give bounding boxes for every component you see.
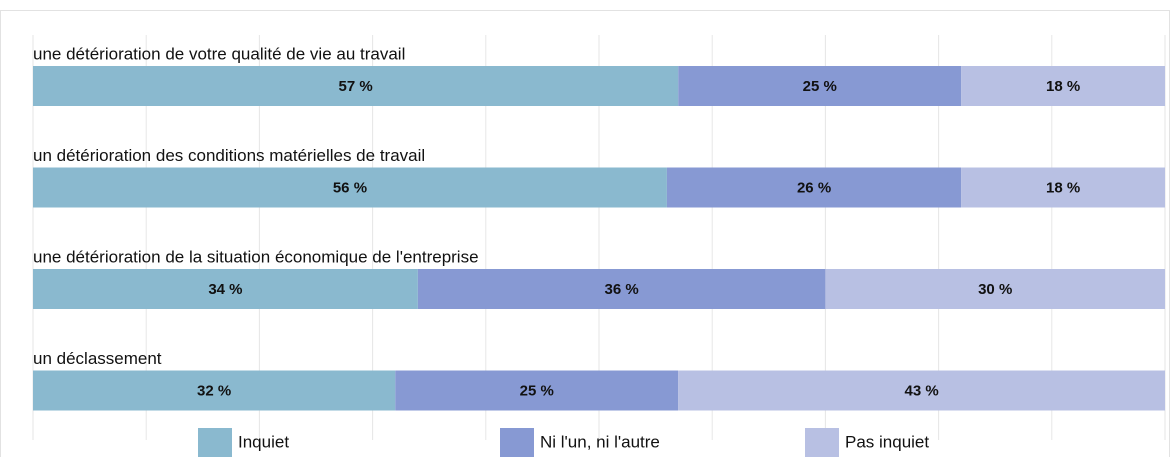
bar-segment: [666, 167, 962, 208]
bar-segment: [678, 66, 962, 106]
bar-segment: [33, 167, 667, 208]
legend-swatch: [198, 428, 232, 457]
legend-label: Pas inquiet: [845, 432, 929, 451]
value-label: 32 %: [197, 382, 231, 399]
category-label: un déclassement: [33, 349, 162, 368]
bar-segment: [417, 269, 826, 309]
category-label: une détérioration de votre qualité de vi…: [33, 44, 405, 63]
value-label: 43 %: [905, 382, 939, 399]
bar-segment: [678, 370, 1165, 411]
legend-label: Ni l'un, ni l'autre: [540, 432, 660, 451]
legend-swatch: [805, 428, 839, 457]
bar-segment: [33, 66, 679, 106]
bar-segment: [961, 66, 1165, 106]
value-label: 25 %: [803, 78, 837, 95]
value-label: 18 %: [1046, 179, 1080, 196]
bar-segment: [825, 269, 1165, 309]
value-label: 36 %: [605, 281, 639, 298]
value-label: 56 %: [333, 179, 367, 196]
value-label: 25 %: [520, 382, 554, 399]
bar-segment: [33, 370, 396, 411]
value-label: 30 %: [978, 281, 1012, 298]
value-label: 57 %: [339, 78, 373, 95]
category-label: un détérioration des conditions matériel…: [33, 146, 425, 165]
category-label: une détérioration de la situation économ…: [33, 247, 479, 266]
bar-segment: [961, 167, 1165, 208]
frame: [0, 10, 1170, 457]
legend-label: Inquiet: [238, 432, 289, 451]
value-label: 26 %: [797, 179, 831, 196]
value-label: 18 %: [1046, 78, 1080, 95]
bar-segment: [33, 269, 418, 309]
bar-segment: [395, 370, 679, 411]
legend-swatch: [500, 428, 534, 457]
value-label: 34 %: [208, 281, 242, 298]
